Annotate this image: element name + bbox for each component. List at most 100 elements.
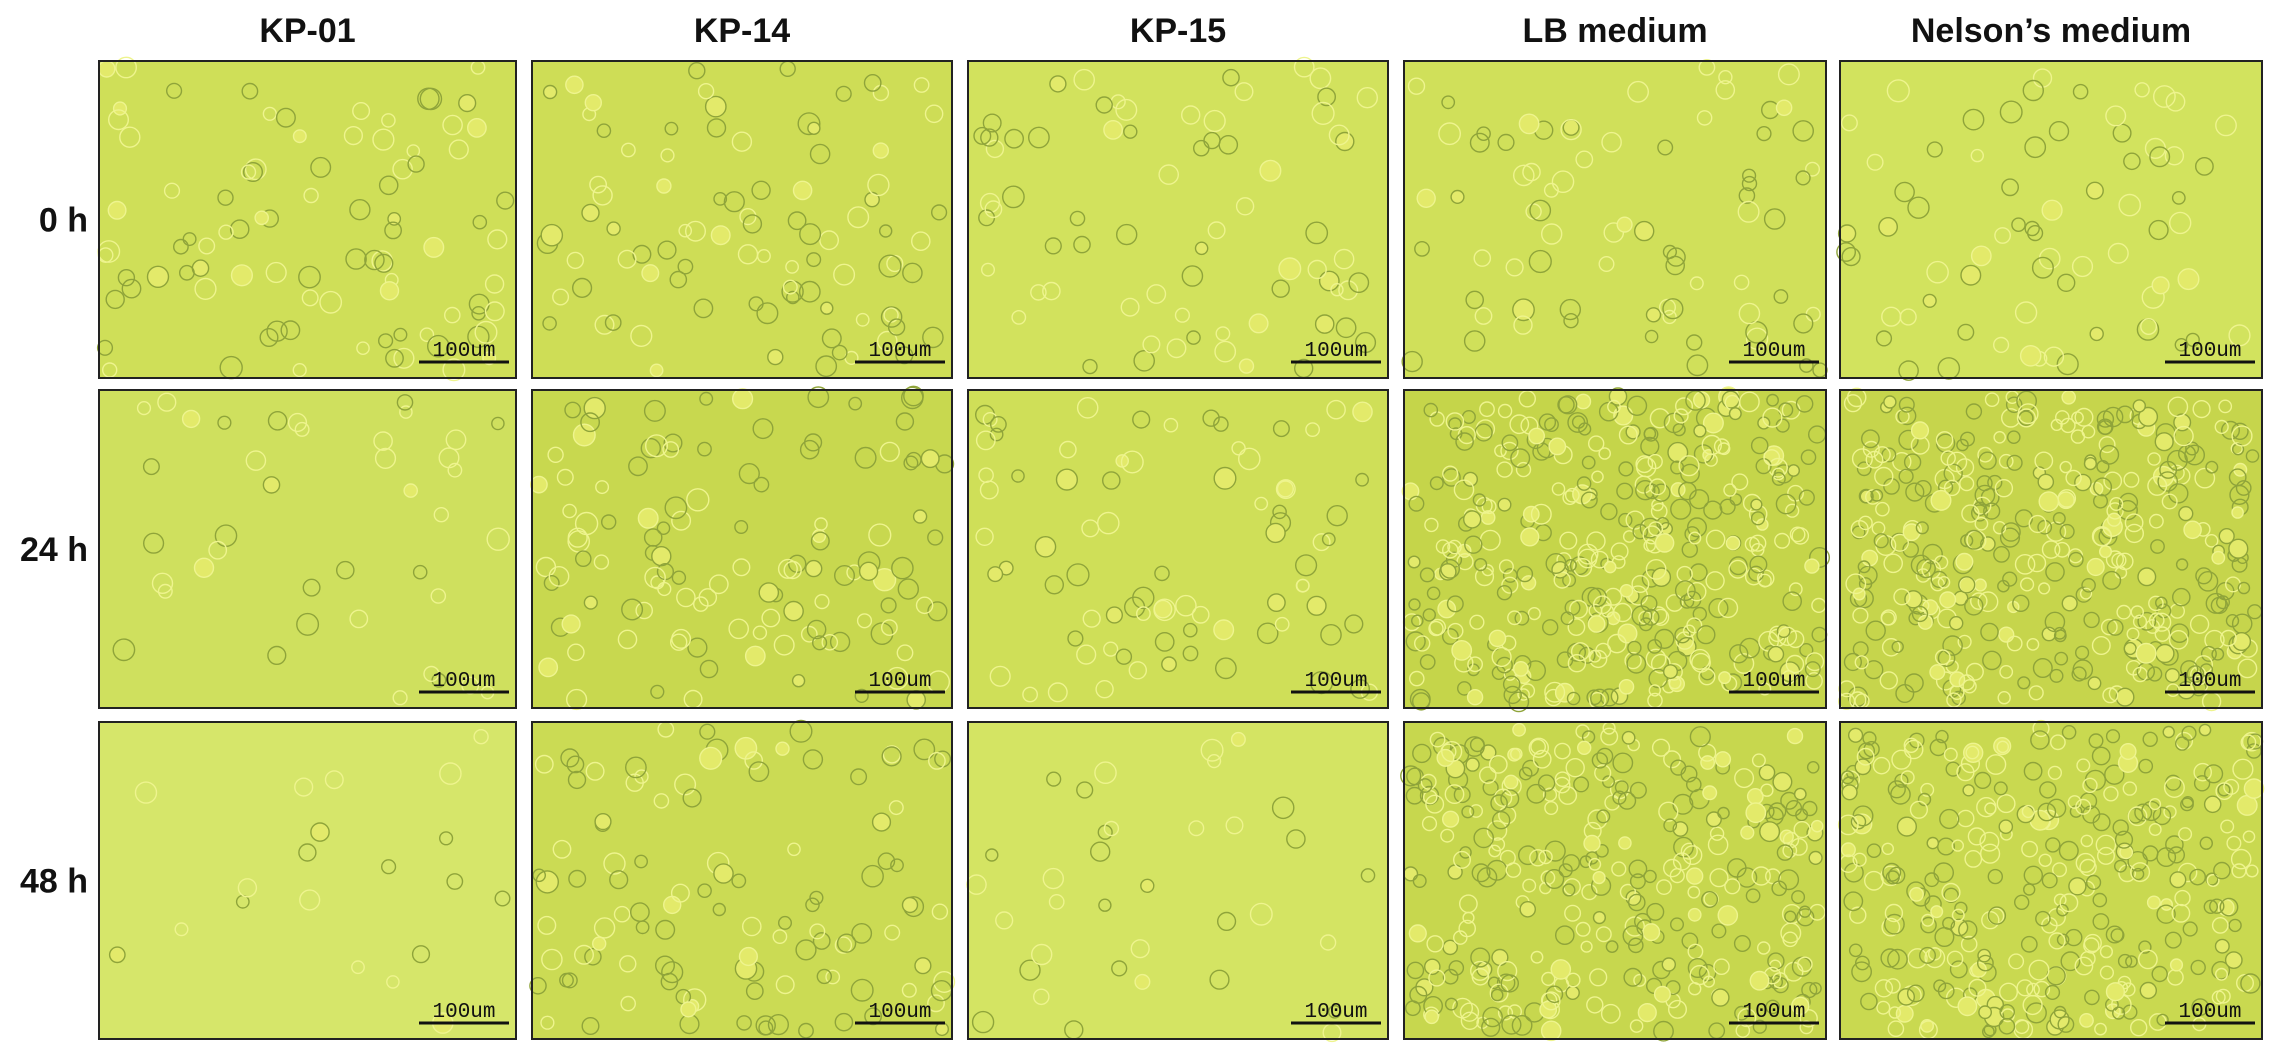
- cell: [1048, 894, 1065, 910]
- cell: [775, 975, 795, 995]
- cell: [1529, 849, 1547, 867]
- cell: [1200, 738, 1224, 762]
- cell: [1870, 488, 1884, 502]
- cell: [848, 396, 863, 411]
- cell: [1562, 854, 1580, 872]
- cell: [2095, 834, 2117, 856]
- cell: [1424, 517, 1439, 533]
- column-header: KP-15: [1130, 12, 1226, 50]
- cell: [850, 978, 874, 1002]
- cell: [1784, 910, 1797, 923]
- cell: [2103, 471, 2123, 491]
- cell: [1442, 465, 1459, 482]
- cell: [2148, 513, 2164, 529]
- cell: [2135, 642, 2157, 664]
- cell: [1861, 429, 1880, 449]
- cell: [1780, 922, 1802, 944]
- cell: [1265, 522, 1286, 544]
- cell: [1898, 396, 1915, 413]
- cell: [378, 333, 394, 349]
- cell: [1182, 645, 1199, 662]
- cell: [1841, 784, 1858, 801]
- cell: [1885, 978, 1901, 994]
- row-label: 0 h: [39, 202, 88, 240]
- cell: [1596, 809, 1611, 824]
- cell: [2032, 719, 2050, 738]
- cell: [1532, 749, 1552, 769]
- cell: [2204, 764, 2224, 784]
- cell: [2174, 337, 2189, 352]
- cell: [1941, 882, 1961, 902]
- cell: [1792, 120, 1814, 142]
- cell: [1955, 552, 1974, 571]
- cell: [1120, 297, 1140, 317]
- cell: [439, 831, 454, 846]
- cell: [1512, 722, 1527, 737]
- cell: [229, 219, 250, 239]
- cell: [2053, 1005, 2067, 1019]
- cell: [1213, 466, 1237, 490]
- cell: [836, 933, 857, 953]
- cell: [1713, 438, 1730, 455]
- cell: [1609, 779, 1630, 800]
- cell: [1731, 473, 1749, 491]
- cell: [1586, 531, 1606, 551]
- cell: [985, 139, 1005, 159]
- cell: [1737, 200, 1760, 223]
- cell: [1133, 349, 1155, 372]
- cell: [134, 781, 158, 804]
- cell: [677, 258, 694, 275]
- cell: [880, 597, 897, 614]
- cell: [1623, 967, 1643, 987]
- cell: [2072, 83, 2089, 100]
- cell: [1670, 498, 1692, 520]
- cell: [2060, 417, 2076, 434]
- cell: [1044, 237, 1062, 255]
- cell: [1426, 586, 1441, 601]
- cell: [2164, 668, 2180, 684]
- cell: [2189, 868, 2207, 886]
- cell: [699, 391, 714, 406]
- cell: [2245, 449, 2260, 463]
- cell: [2137, 611, 2157, 631]
- cell: [834, 936, 853, 954]
- cell: [805, 897, 820, 913]
- cell: [855, 312, 870, 327]
- cell: [1327, 1005, 1342, 1019]
- cell: [2131, 867, 2145, 881]
- cell: [1752, 1019, 1767, 1034]
- cell: [1543, 182, 1559, 198]
- cell: [2119, 845, 2134, 860]
- cell: [1751, 866, 1771, 886]
- cell: [1089, 841, 1111, 862]
- cell: [1500, 789, 1520, 809]
- cell: [872, 568, 897, 592]
- cell: [2070, 429, 2086, 444]
- micrograph-background: [99, 722, 516, 1039]
- cell: [2237, 658, 2258, 679]
- cell: [1771, 471, 1786, 486]
- cell: [1575, 150, 1594, 169]
- cell: [2211, 550, 2226, 565]
- cell: [1917, 792, 1932, 807]
- cell: [1705, 571, 1725, 591]
- cell: [1962, 784, 1975, 797]
- cell: [2174, 736, 2190, 751]
- cell: [1618, 461, 1634, 477]
- cell: [1352, 401, 1373, 423]
- cell: [1751, 753, 1766, 768]
- cell: [2100, 618, 2118, 636]
- cell: [1214, 340, 1237, 363]
- cell: [2181, 725, 2197, 741]
- cell: [1688, 531, 1702, 545]
- cell: [1474, 566, 1495, 587]
- cell: [1680, 842, 1698, 860]
- cell: [713, 863, 734, 884]
- cell: [442, 358, 466, 382]
- cell: [1248, 313, 1269, 334]
- cell: [1898, 360, 1919, 381]
- cell: [1745, 320, 1768, 344]
- cell: [1576, 476, 1592, 491]
- cell: [1984, 392, 2000, 408]
- cell: [262, 476, 281, 494]
